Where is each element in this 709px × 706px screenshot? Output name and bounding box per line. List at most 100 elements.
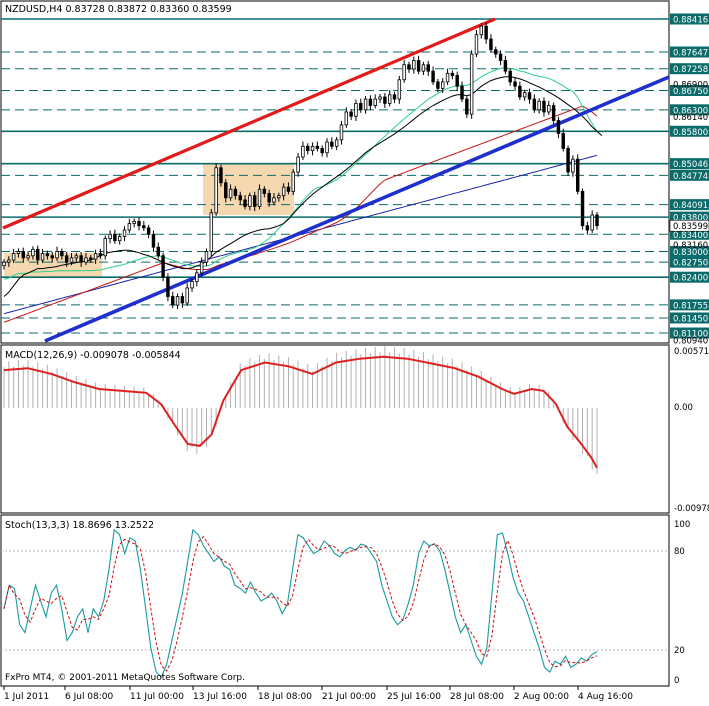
candle-body: [566, 148, 570, 173]
candle-body: [445, 72, 450, 83]
candle-body: [209, 212, 214, 252]
time-axis: 1 Jul 2011 6 Jul 08:00 11 Jul 00:00 13 Jul …: [3, 686, 633, 702]
price-label: 0.85046: [673, 160, 708, 170]
price-label: 0.83400: [673, 231, 708, 241]
candle-body: [576, 158, 580, 192]
candle-body: [137, 221, 141, 227]
candle-body: [354, 102, 358, 117]
price-label: 0.82750: [673, 259, 708, 269]
candle-body: [21, 251, 25, 259]
price-label-bg: [670, 299, 709, 311]
red-trend-line: [2, 17, 496, 230]
candle-body: [421, 64, 426, 72]
price-label: 0.85800: [673, 128, 708, 138]
price-label: 0.81100: [673, 330, 708, 340]
candle-body: [585, 225, 590, 231]
candle-body: [171, 296, 175, 306]
candle-body: [238, 195, 242, 201]
time-tick-label: 11 Jul 00:00: [130, 692, 184, 702]
price-label: 0.83000: [673, 248, 708, 258]
price-label: 0.83160: [673, 241, 708, 251]
time-tick-label: 18 Jul 08:00: [258, 692, 312, 702]
macd-panel: MACD(12,26,9) -0.009078 -0.005844 0.0057…: [0, 344, 709, 514]
macd-tick-bottom: -0.009780: [674, 504, 709, 514]
stoch-tick-80: 80: [674, 547, 685, 557]
macd-panel-title: MACD(12,26,9) -0.009078 -0.005844: [5, 350, 181, 361]
candle-body: [267, 193, 271, 203]
price-label: 0.88416: [673, 16, 708, 26]
candle-body: [219, 167, 223, 184]
candle-body: [532, 98, 537, 111]
candle-body: [98, 253, 103, 257]
time-tick-label: 2 Aug 00:00: [514, 692, 569, 702]
candle-body: [296, 156, 300, 173]
price-label-bg: [670, 13, 709, 25]
candle-body: [156, 246, 160, 257]
candle-body: [146, 227, 151, 235]
price-label: 0.87258: [673, 65, 708, 75]
price-label-bg: [670, 104, 709, 116]
candle-body: [397, 79, 402, 100]
candle-body: [127, 223, 132, 231]
candle-body: [2, 261, 6, 267]
candle-body: [469, 53, 474, 115]
candlesticks: [2, 22, 599, 309]
candle-body: [306, 145, 310, 151]
stoch-signal-line: [3, 535, 598, 672]
candle-body: [359, 102, 363, 111]
candle-body: [580, 190, 585, 227]
candle-body: [590, 214, 594, 231]
price-label-bg: [670, 211, 709, 223]
stoch-panel-frame: [0, 514, 670, 687]
candle-body: [547, 105, 551, 113]
candle-body: [103, 238, 107, 257]
price-label-bg: [670, 256, 709, 268]
candle-body: [489, 38, 493, 51]
candle-body: [224, 182, 228, 199]
candle-body: [436, 81, 440, 89]
candle-body: [64, 255, 69, 263]
candle-body: [108, 233, 112, 239]
candle-body: [330, 141, 334, 147]
candle-body: [455, 75, 459, 87]
candle-body: [79, 255, 83, 263]
candle-body: [132, 221, 136, 224]
candle-body: [214, 167, 218, 214]
price-label-bg: [670, 125, 709, 137]
candle-body: [373, 98, 377, 106]
candle-body: [508, 70, 512, 83]
candle-body: [542, 100, 546, 113]
price-label: 0.81450: [673, 314, 708, 324]
candle-body: [74, 255, 79, 259]
time-tick-label: 28 Jul 08:00: [450, 692, 504, 702]
candle-body: [166, 276, 170, 297]
main-panel-frame: [0, 0, 670, 344]
trend-lines: [2, 17, 670, 343]
price-label: 0.86900: [673, 81, 708, 91]
price-label-bg: [670, 158, 709, 170]
candle-body: [262, 188, 267, 194]
candle-body: [551, 105, 556, 121]
main-panel: 0.88416 0.87647 0.87258 0.86750 0.86300 0.858…: [0, 0, 709, 346]
price-label-bg: [670, 245, 709, 257]
candle-body: [494, 49, 498, 55]
price-label: 0.82400: [673, 274, 708, 284]
candle-body: [7, 259, 11, 263]
candle-body: [199, 261, 204, 274]
candle-body: [252, 195, 257, 207]
blue-trend-line: [44, 75, 670, 343]
candle-body: [243, 199, 247, 207]
candle-body: [344, 111, 349, 126]
time-tick-label: 6 Jul 08:00: [65, 692, 114, 702]
candle-body: [113, 233, 117, 242]
candle-body: [416, 60, 421, 72]
candle-body: [513, 81, 517, 87]
price-label-bg: [670, 169, 709, 181]
candle-body: [556, 120, 561, 134]
price-label: 0.86140: [673, 113, 708, 123]
candle-body: [537, 100, 541, 111]
stoch-tick-0: 0: [674, 676, 679, 686]
candle-body: [450, 72, 455, 76]
ma-red-line: [3, 105, 598, 323]
price-label-bg: [670, 46, 709, 58]
